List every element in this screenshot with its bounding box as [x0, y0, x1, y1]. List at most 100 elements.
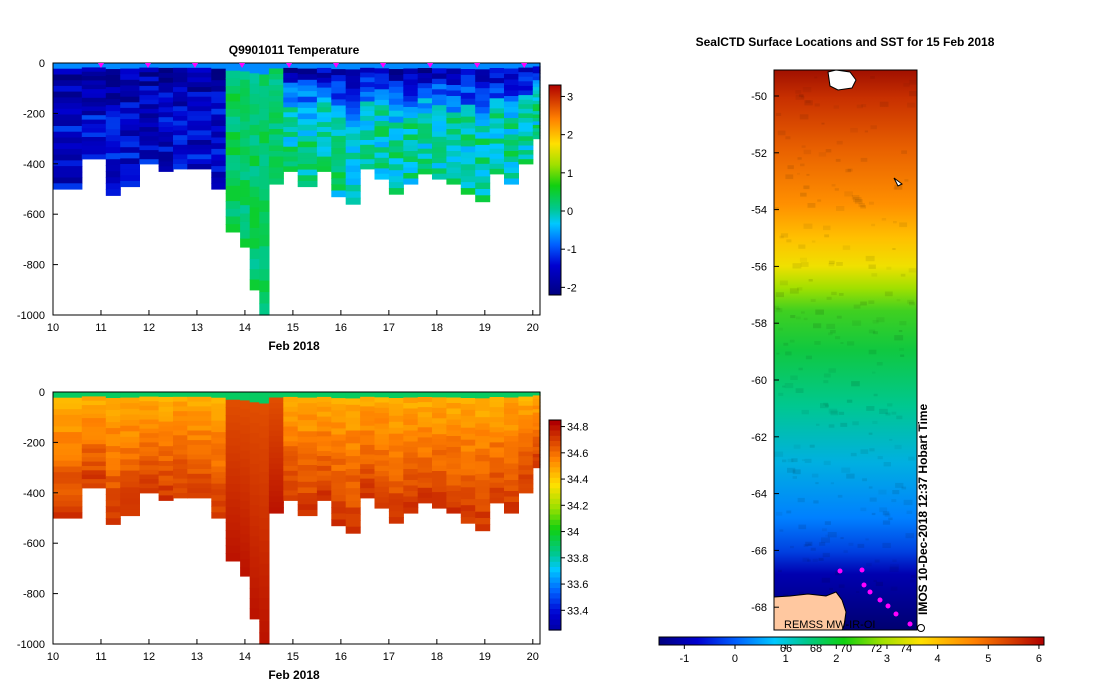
section-cell: [81, 409, 107, 415]
section-cell: [331, 434, 347, 442]
colorbar-segment: [549, 551, 561, 558]
small-island-land: [893, 177, 903, 187]
section-cell: [120, 119, 140, 126]
section-cell: [345, 63, 361, 70]
section-cell: [489, 457, 505, 464]
section-cell: [403, 134, 419, 141]
section-cell: [211, 483, 227, 490]
profile-marker: [286, 63, 293, 68]
sst-map-field: [774, 70, 917, 630]
section-cell: [53, 97, 83, 104]
section-cell: [259, 472, 270, 485]
section-cell: [460, 146, 476, 153]
sst-texture: [870, 76, 875, 79]
section-cell: [139, 95, 160, 101]
section-cell: [225, 201, 241, 210]
section-cell: [403, 469, 419, 476]
section-cell: [249, 104, 260, 116]
section-cell: [388, 188, 404, 195]
section-cell: [489, 143, 505, 150]
colorbar-segment: [549, 488, 561, 495]
section-cell: [518, 145, 534, 151]
section-cell: [475, 81, 491, 89]
ctd-location-marker: [885, 603, 891, 609]
sst-texture: [808, 279, 813, 282]
section-cell: [446, 134, 462, 141]
section-cell: [53, 414, 83, 422]
section-cell: [81, 154, 107, 160]
section-cell: [249, 484, 260, 496]
section-cell: [259, 166, 270, 179]
section-cell: [105, 117, 121, 124]
section-cell: [460, 499, 476, 506]
profile-marker: [427, 63, 434, 68]
section-cell: [187, 63, 212, 69]
section-cell: [432, 418, 447, 425]
y-tick-label: -200: [23, 108, 45, 120]
section-cell: [259, 495, 270, 508]
sst-texture: [805, 541, 813, 546]
section-cell: [403, 118, 419, 125]
sst-colorbar-inner-label: 70: [840, 643, 852, 655]
profile-marker: [97, 63, 104, 68]
section-cell: [504, 425, 519, 432]
section-cell: [403, 178, 419, 185]
section-cell: [518, 405, 534, 411]
section-cell: [139, 460, 160, 466]
section-cell: [345, 101, 361, 109]
section-cell: [532, 395, 541, 400]
section-cell: [374, 444, 390, 451]
section-cell: [489, 153, 505, 160]
sst-texture: [777, 569, 782, 573]
section-cell: [187, 459, 212, 465]
section-cell: [249, 124, 260, 136]
sst-texture: [903, 499, 913, 506]
section-cell: [53, 63, 83, 70]
section-cell: [504, 469, 519, 476]
section-cell: [489, 452, 505, 459]
section-cell: [345, 513, 361, 521]
section-cell: [388, 505, 404, 512]
section-cell: [81, 396, 107, 402]
sst-texture: [853, 197, 862, 203]
section-cell: [105, 488, 121, 495]
colorbar-segment: [549, 582, 561, 589]
section-cell: [158, 136, 174, 143]
sst-texture: [803, 223, 813, 229]
sst-texture: [842, 245, 851, 250]
section-cell: [518, 396, 534, 402]
section-cell: [81, 67, 107, 73]
section-cell: [158, 396, 174, 403]
section-cell: [331, 404, 347, 411]
section-cell: [187, 125, 212, 131]
section-cell: [475, 132, 491, 140]
section-cell: [316, 485, 332, 492]
section-cell: [173, 406, 188, 412]
section-cell: [460, 92, 476, 100]
sst-texture: [883, 462, 891, 467]
section-cell: [297, 180, 318, 188]
section-cell: [53, 506, 83, 513]
section-cell: [374, 136, 390, 143]
section-cell: [532, 100, 541, 105]
section-cell: [187, 96, 212, 103]
section-cell: [489, 73, 505, 79]
section-cell: [504, 430, 519, 437]
section-cell: [53, 103, 83, 110]
section-cell: [345, 184, 361, 192]
colorbar-segment: [549, 420, 561, 426]
section-cell: [360, 444, 376, 451]
section-cell: [518, 67, 534, 73]
section-cell: [532, 76, 541, 81]
colorbar-segment: [549, 435, 561, 442]
section-cell: [460, 439, 476, 447]
section-cell: [81, 141, 107, 147]
section-cell: [249, 279, 260, 291]
section-cell: [283, 136, 299, 143]
section-cell: [173, 392, 188, 398]
sst-texture: [828, 408, 838, 414]
section-cell: [403, 63, 419, 70]
section-cell: [139, 85, 160, 92]
section-cell: [504, 151, 519, 158]
section-cell: [211, 392, 227, 399]
